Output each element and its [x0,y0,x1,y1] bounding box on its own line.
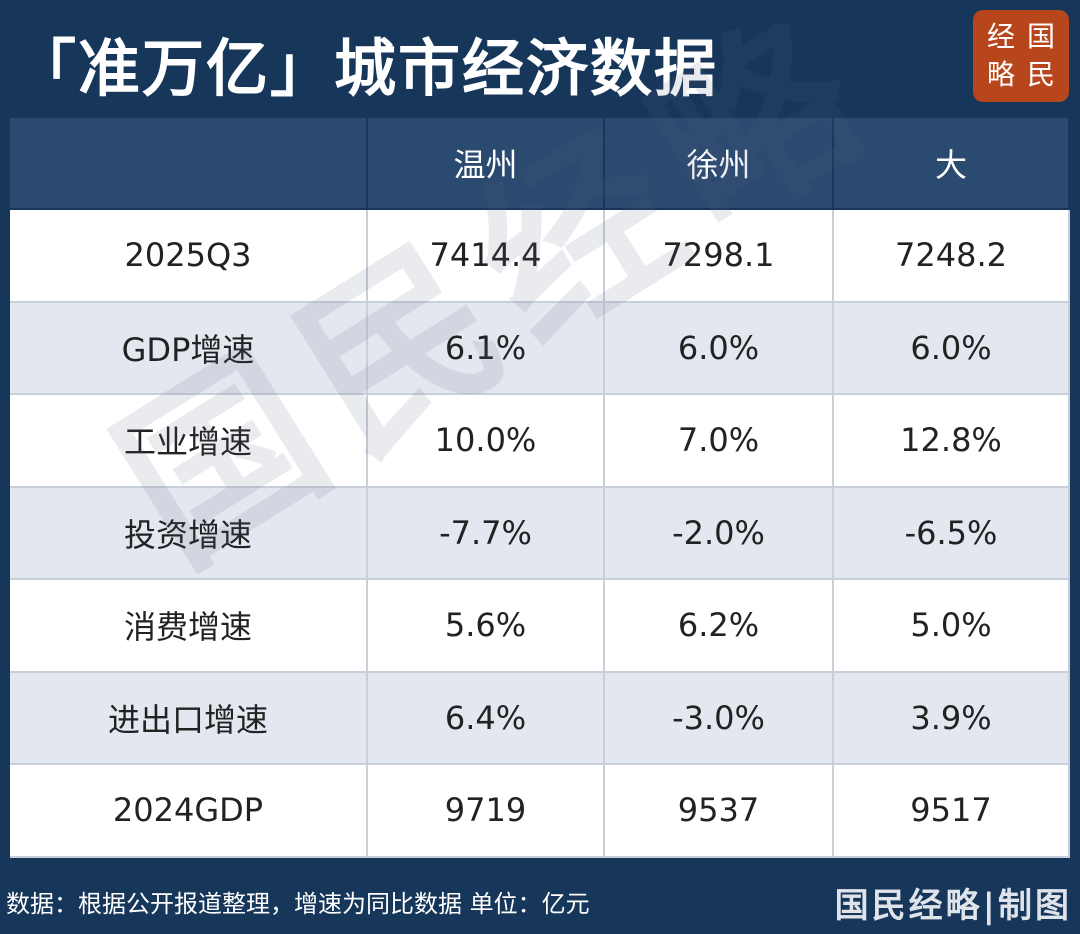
row-label: 2024GDP [10,765,368,858]
title: 「准万亿」城市经济数据 [14,32,719,105]
row-label: 消费增速 [10,580,368,673]
table-cell: 12.8% [834,395,1070,488]
table-cell: 7.0% [605,395,834,488]
table-cell: -2.0% [605,487,834,580]
footer-credit: 国民经略|制图 [834,886,1072,926]
table-cell: 9719 [368,765,605,858]
logo-char: 略 [986,58,1015,91]
table-cell: 6.2% [605,580,834,673]
logo-char: 国 [1026,20,1055,53]
table-cell: -7.7% [368,487,605,580]
column-header: 大 [834,118,1070,210]
row-label: 2025Q3 [10,210,368,303]
table-cell: 3.9% [834,672,1070,765]
table-cell: 9517 [834,765,1070,858]
table-cell: 9537 [605,765,834,858]
table-cell: 6.4% [368,672,605,765]
row-label: GDP增速 [10,302,368,395]
table-cell: 6.0% [605,302,834,395]
table-cell: 7298.1 [605,210,834,303]
table-cell: 6.1% [368,302,605,395]
header-cell [10,118,368,210]
column-header: 徐州 [605,118,834,210]
row-label: 进出口增速 [10,672,368,765]
row-label: 投资增速 [10,487,368,580]
table-cell: 6.0% [834,302,1070,395]
row-label: 工业增速 [10,395,368,488]
table-cell: 10.0% [368,395,605,488]
table-cell: 5.0% [834,580,1070,673]
table-cell: 7248.2 [834,210,1070,303]
column-header: 温州 [368,118,605,210]
table-cell: 5.6% [368,580,605,673]
table-cell: -6.5% [834,487,1070,580]
logo-char: 民 [1026,58,1055,91]
table-cell: -3.0% [605,672,834,765]
logo-char: 经 [986,20,1015,53]
logo: 经国略民 [973,10,1069,102]
footer-note: 数据：根据公开报道整理，增速为同比数据 单位：亿元 [6,890,590,918]
table-cell: 7414.4 [368,210,605,303]
